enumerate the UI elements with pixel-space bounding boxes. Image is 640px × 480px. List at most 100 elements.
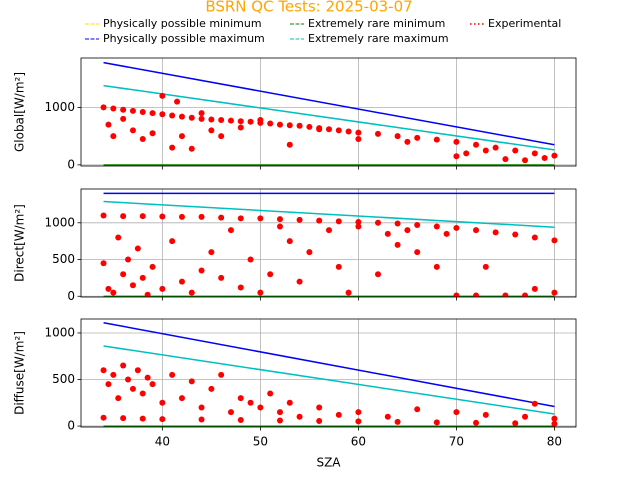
data-point	[149, 263, 156, 270]
data-point	[110, 105, 117, 112]
data-point	[473, 227, 480, 234]
data-point	[276, 216, 283, 223]
data-point	[139, 136, 146, 142]
data-point	[247, 256, 254, 263]
data-point	[120, 415, 127, 422]
data-point	[115, 395, 122, 402]
data-point	[139, 213, 146, 220]
data-point	[144, 291, 151, 297]
plot-area	[100, 61, 558, 166]
data-point	[276, 409, 283, 416]
data-point	[174, 98, 181, 105]
data-point	[169, 144, 176, 151]
data-point	[335, 411, 342, 418]
data-point	[414, 249, 421, 256]
data-point	[316, 417, 323, 424]
data-point	[129, 385, 136, 392]
data-point	[492, 229, 499, 236]
data-point	[218, 133, 225, 140]
data-point	[286, 238, 293, 245]
data-point	[296, 122, 303, 129]
legend-label: Extremely rare maximum	[308, 32, 449, 45]
data-point	[178, 395, 185, 402]
data-point	[198, 267, 205, 274]
data-point	[149, 130, 156, 137]
x-tick-label: 70	[449, 435, 464, 449]
data-point	[218, 371, 225, 378]
data-point	[384, 413, 391, 420]
data-point	[134, 367, 141, 374]
y-tick-label: 1000	[44, 100, 75, 114]
data-point	[286, 399, 293, 406]
y-axis-label: Direct[W/m²]	[13, 204, 27, 282]
data-point	[375, 271, 381, 278]
data-point	[375, 130, 381, 137]
data-point	[482, 263, 489, 270]
data-point	[159, 285, 166, 292]
data-point	[120, 115, 127, 122]
panel: 0 500 1000 Direct[W/m²]	[13, 188, 577, 303]
axes-frame	[80, 188, 577, 298]
data-point	[159, 92, 166, 99]
data-point	[473, 419, 480, 426]
data-point	[414, 406, 421, 413]
data-point	[115, 234, 122, 241]
data-point	[551, 415, 558, 422]
data-point	[267, 271, 274, 278]
data-point	[208, 249, 215, 256]
data-point	[198, 213, 205, 220]
data-point	[247, 399, 254, 406]
data-point	[198, 404, 205, 411]
data-point	[414, 134, 421, 141]
data-point	[433, 263, 440, 270]
legend-label: Physically possible maximum	[103, 32, 265, 45]
data-point	[316, 404, 323, 411]
data-point	[375, 219, 381, 226]
data-point	[237, 124, 244, 131]
data-point	[394, 418, 401, 425]
data-point	[512, 420, 519, 427]
data-point	[276, 417, 283, 424]
data-point	[120, 362, 127, 369]
y-tick-label: 1000	[44, 215, 75, 229]
data-point	[159, 213, 166, 220]
data-point	[384, 230, 391, 237]
data-point	[306, 249, 313, 256]
data-point	[139, 415, 146, 422]
data-point	[208, 385, 215, 392]
data-point	[355, 129, 362, 136]
data-point	[247, 118, 254, 125]
data-point	[296, 413, 303, 420]
data-point	[237, 395, 244, 402]
y-tick-label: 500	[52, 252, 75, 266]
data-point	[129, 127, 136, 134]
data-point	[237, 215, 244, 222]
data-point	[453, 153, 460, 160]
data-point	[482, 411, 489, 418]
data-point	[355, 409, 362, 416]
data-point	[134, 245, 141, 252]
data-point	[267, 120, 274, 127]
data-point	[178, 213, 185, 220]
data-point	[208, 116, 215, 123]
data-point	[198, 110, 205, 117]
data-point	[316, 126, 323, 133]
data-point	[100, 414, 107, 421]
data-point	[227, 117, 234, 124]
data-point	[198, 416, 205, 423]
legend: Physically possible minimum Physically po…	[85, 17, 561, 45]
x-tick-label: 50	[253, 435, 268, 449]
y-tick-label: 0	[67, 419, 75, 433]
data-point	[257, 289, 264, 296]
data-point	[512, 231, 519, 238]
data-point	[502, 292, 509, 297]
plot-area	[100, 192, 558, 297]
data-point	[237, 118, 244, 125]
data-point	[169, 371, 176, 378]
data-point	[188, 145, 195, 152]
data-point	[276, 223, 283, 230]
data-point	[286, 122, 293, 129]
data-point	[188, 114, 195, 121]
data-point	[453, 292, 460, 297]
